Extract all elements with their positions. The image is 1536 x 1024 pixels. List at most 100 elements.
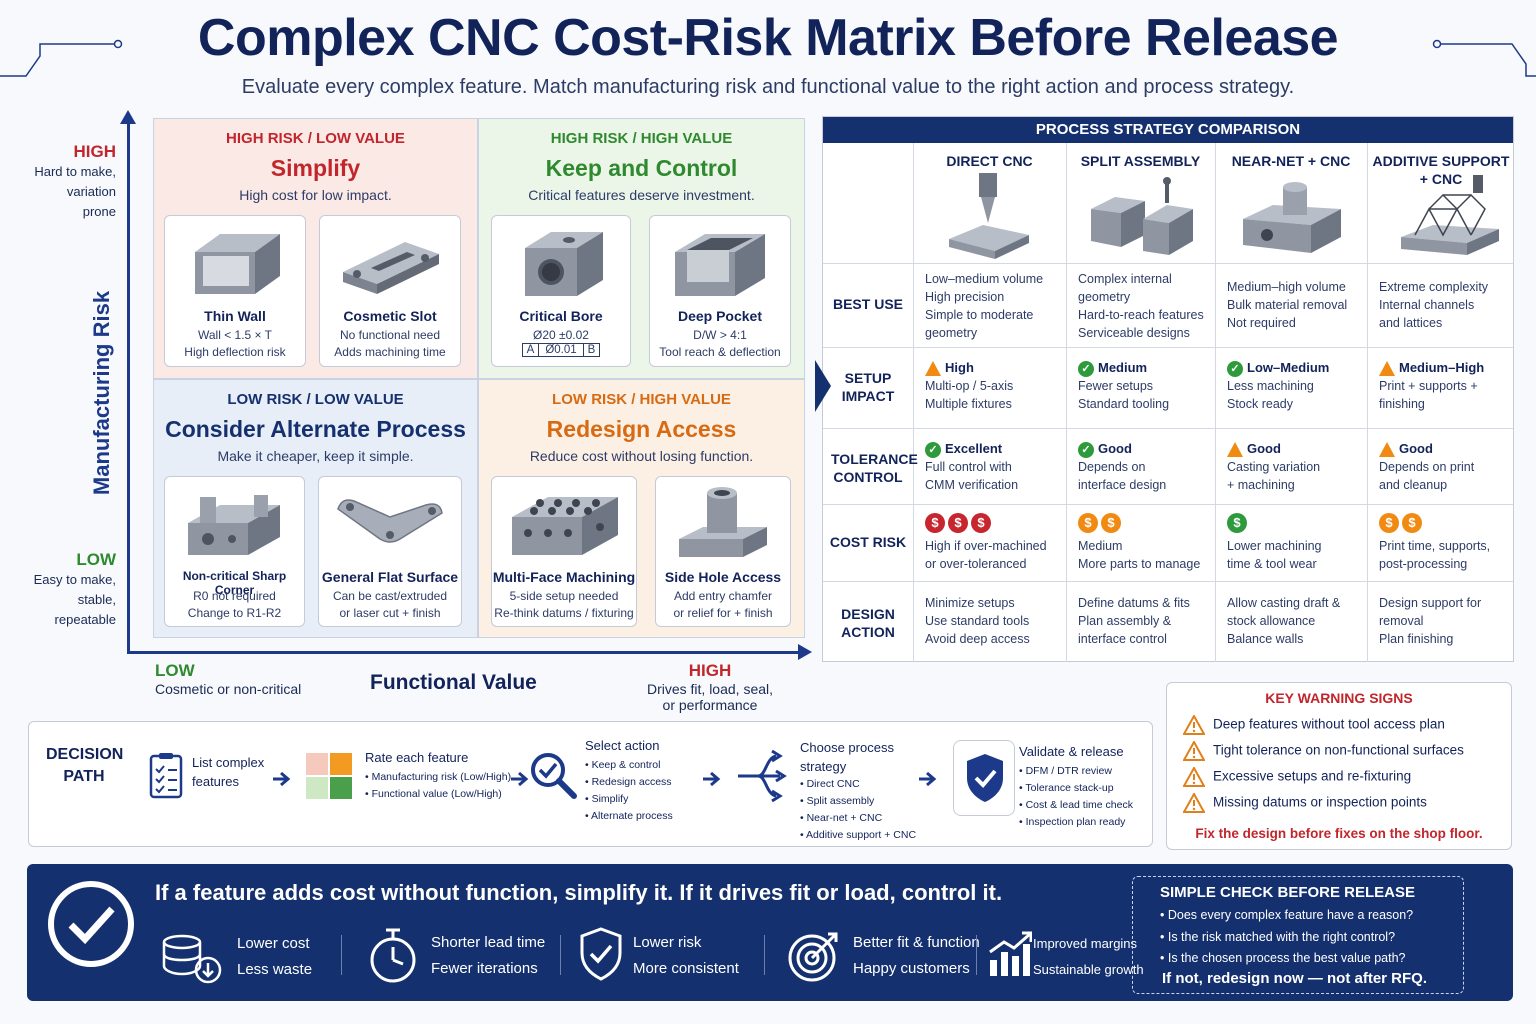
quadrant-tag: HIGH RISK / HIGH VALUE: [550, 130, 733, 147]
step-validate-release: Validate & release: [1019, 744, 1124, 759]
arrow-right-icon: [511, 771, 529, 787]
decision-path-label: DECISION PATH: [46, 746, 124, 785]
feature-card-deep-pocket[interactable]: Deep Pocket D/W > 4:1 Tool reach & defle…: [649, 215, 791, 367]
x-axis-high-label: HIGH Drives fit, load, seal, or performanc…: [646, 661, 774, 713]
column-direct-cnc: DIRECT CNC: [946, 153, 1033, 169]
banner-main-message: If a feature adds cost without function,…: [155, 880, 1003, 905]
cell-tolerance-split: ✓ Good Depends on interface design: [1078, 441, 1167, 492]
release-check-item: • Does every complex feature have a reas…: [1160, 908, 1414, 922]
feature-card-sharp-corner[interactable]: Non-critical Sharp Corner R0 not require…: [164, 476, 305, 627]
quadrant-alternate-process: LOW RISK / LOW VALUE Consider Alternate …: [153, 379, 478, 638]
bottom-banner: [27, 864, 1513, 1001]
cell-setup-additive: Medium–High Print + supports + finishing: [1379, 360, 1485, 411]
row-chevron-icon: [815, 360, 831, 412]
check-icon: ✓: [1227, 360, 1243, 377]
feature-card-multi-face[interactable]: Multi-Face Machining 5-side setup needed…: [491, 476, 637, 627]
corner-part-icon: [187, 495, 280, 555]
cell-design-additive: Design support for removal Plan finishing: [1379, 596, 1482, 646]
cell-cost-direct: $ $ $ High if over-machined or over-toleranc…: [925, 513, 1047, 571]
cell-best-use-near-net: Medium–high volume Bulk material removal N…: [1227, 280, 1348, 330]
card-line: Adds machining time: [334, 345, 446, 359]
cell-cost-additive: $ $ Print time, supports, post-processing: [1379, 513, 1491, 571]
y-axis-line: [127, 118, 130, 654]
cell-design-split: Define datums & fits Plan assembly & inter…: [1078, 596, 1190, 646]
step-rate-bullets: • Manufacturing risk (Low/High) • Functio…: [365, 771, 512, 800]
cell-design-direct: Minimize setups Use standard tools Avoid d…: [925, 596, 1030, 646]
shield-outline-icon: [580, 927, 622, 981]
warning-icon: [1379, 442, 1395, 458]
dollar-coin-icon: $: [1078, 513, 1098, 533]
benefit-margins: Improved margins Sustainable growth: [1033, 936, 1144, 977]
warning-item: Tight tolerance on non-functional surfac…: [1183, 741, 1464, 761]
card-line: 5-side setup needed: [509, 589, 619, 603]
column-near-net: NEAR-NET + CNC: [1231, 153, 1351, 169]
benefit-risk: Lower risk More consistent: [633, 934, 739, 977]
release-check-footer: If not, redesign now — not after RFQ.: [1162, 970, 1427, 987]
column-split-assembly: SPLIT ASSEMBLY: [1080, 153, 1201, 169]
card-line: Change to R1-R2: [187, 606, 282, 620]
card-line: High deflection risk: [184, 345, 286, 359]
row-cost-risk: COST RISK: [829, 534, 907, 550]
warning-icon: [1227, 442, 1243, 458]
step-choose-bullets: • Direct CNC • Split assembly • Near-net +…: [800, 778, 917, 841]
cell-cost-near-net: $ Lower machining time & tool wear: [1227, 513, 1322, 571]
release-check-item: • Is the chosen process the best value p…: [1160, 951, 1406, 965]
side-hole-part-icon: [679, 487, 767, 557]
shield-check-icon: [967, 754, 1003, 802]
cell-best-use-direct: Low–medium volume High precision Simple to…: [925, 272, 1044, 340]
process-strategy-table: PROCESS STRATEGY COMPARISON DIRECT CNC S…: [822, 116, 1514, 662]
cell-setup-direct: High Multi-op / 5-axis Multiple fixtures: [925, 360, 1014, 411]
step-choose-process: Choose process strategy: [800, 740, 894, 774]
growth-chart-icon: [989, 931, 1032, 976]
warning-triangle-icon: [1183, 715, 1205, 735]
warning-footer: Fix the design before fixes on the shop …: [1195, 826, 1483, 841]
thin-wall-part-icon: [195, 234, 280, 294]
column-additive: ADDITIVE SUPPORT + CNC: [1372, 153, 1510, 187]
additive-lattice-icon: [1401, 175, 1499, 255]
quadrant-name: Redesign Access: [546, 416, 737, 442]
quadrant-simplify: HIGH RISK / LOW VALUE Simplify High cost…: [153, 118, 478, 379]
feature-card-side-hole[interactable]: Side Hole Access Add entry chamfer or re…: [655, 476, 791, 627]
stopwatch-icon: [370, 928, 416, 983]
feature-control-frame: A Ø0.01 B: [492, 343, 630, 357]
card-title: Thin Wall: [204, 308, 266, 324]
split-assembly-icon: [1091, 177, 1193, 255]
dollar-coin-icon: $: [1101, 513, 1121, 533]
check-icon: ✓: [1078, 441, 1094, 458]
big-check-icon: [48, 881, 134, 967]
dollar-coin-icon: $: [1227, 513, 1247, 533]
multi-face-part-icon: [512, 497, 618, 555]
card-line: Add entry chamfer: [673, 589, 773, 603]
divider: [976, 935, 977, 975]
quadrant-desc: Reduce cost without losing function.: [529, 448, 754, 464]
feature-card-cosmetic-slot[interactable]: Cosmetic Slot No functional need Adds ma…: [319, 215, 461, 367]
decision-path-panel: [28, 721, 1153, 847]
x-axis-line: [127, 651, 803, 654]
validate-icon-frame: [953, 740, 1015, 816]
feature-card-flat-surface[interactable]: General Flat Surface Can be cast/extrude…: [318, 476, 462, 627]
feature-card-thin-wall[interactable]: Thin Wall Wall < 1.5 × T High deflection…: [164, 215, 306, 367]
card-line: Tool reach & deflection: [659, 345, 781, 359]
feature-card-critical-bore[interactable]: Critical Bore Ø20 ±0.02 A Ø0.01 B: [491, 215, 631, 367]
cell-tolerance-additive: Good Depends on print and cleanup: [1379, 441, 1475, 492]
warning-triangle-icon: [1183, 741, 1205, 761]
dollar-coin-icon: $: [1402, 513, 1422, 533]
row-tolerance-control: TOLERANCE CONTROL: [831, 451, 918, 485]
warning-title: KEY WARNING SIGNS: [1265, 690, 1413, 706]
row-design-action: DESIGN ACTION: [841, 606, 895, 640]
slot-part-icon: [343, 242, 439, 294]
release-check-title: SIMPLE CHECK BEFORE RELEASE: [1160, 884, 1416, 901]
row-setup-impact: SETUP IMPACT: [841, 370, 895, 404]
magnifier-check-icon: [531, 753, 577, 799]
arrow-right-icon: [273, 771, 291, 787]
warning-icon: [1379, 361, 1395, 377]
y-axis-high-label: HIGH Hard to make, variation prone: [34, 142, 116, 219]
card-line: No functional need: [339, 328, 441, 342]
quadrant-redesign-access: LOW RISK / HIGH VALUE Redesign Access Re…: [478, 379, 805, 638]
cell-best-use-additive: Extreme complexity Internal channels and l…: [1379, 280, 1489, 330]
card-title: Multi-Face Machining: [492, 569, 636, 585]
branch-split-icon: [738, 749, 787, 803]
quadrant-tag: HIGH RISK / LOW VALUE: [226, 130, 405, 147]
card-title: Side Hole Access: [664, 569, 782, 585]
divider: [341, 935, 342, 975]
